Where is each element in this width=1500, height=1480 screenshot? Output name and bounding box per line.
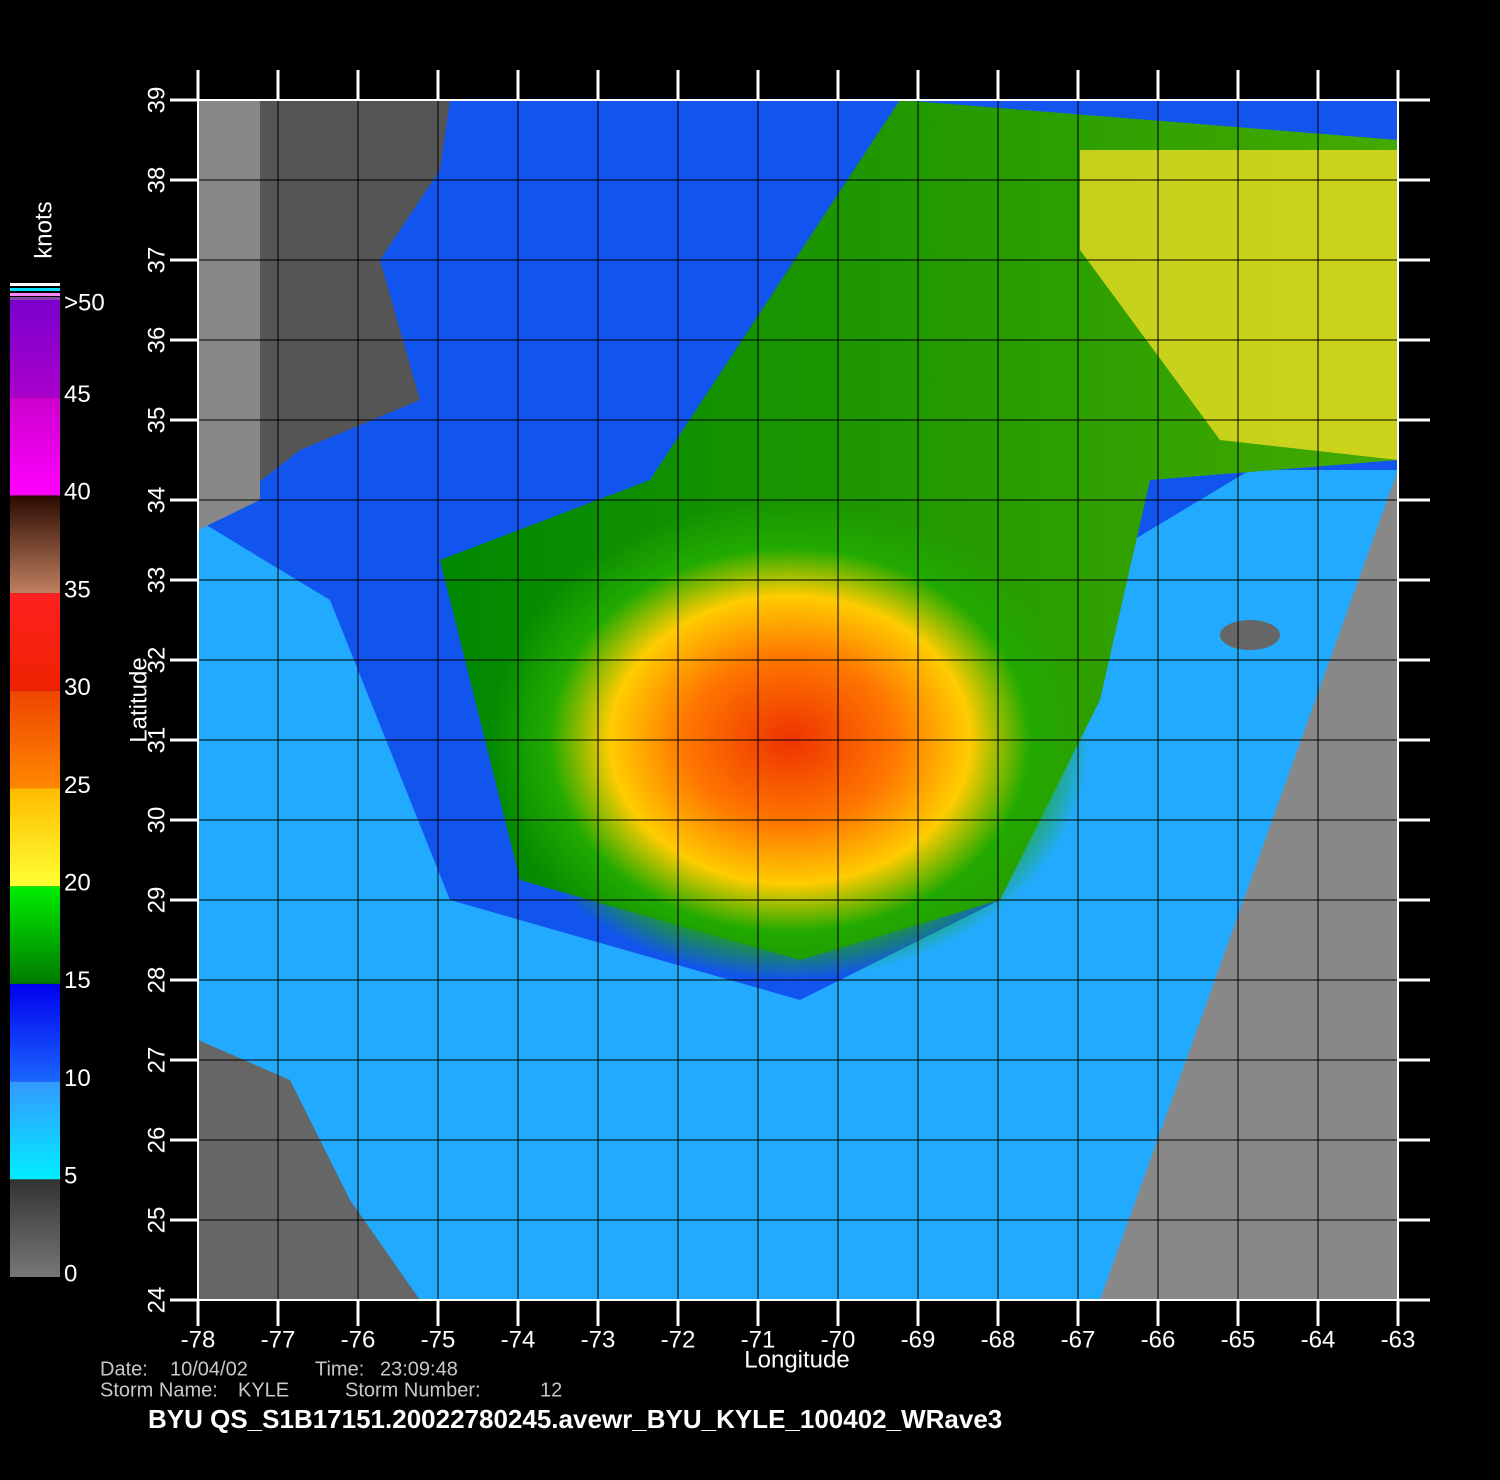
colorbar-label: 15 <box>64 967 91 994</box>
y-tick-label: 35 <box>143 407 170 434</box>
colorbar-segment <box>10 1081 60 1180</box>
x-tick-label: -66 <box>1141 1326 1176 1353</box>
colorbar-segment <box>10 593 60 691</box>
y-tick-label: 34 <box>143 487 170 514</box>
x-tick-label: -72 <box>661 1326 696 1353</box>
x-tick-label: -71 <box>741 1326 776 1353</box>
colorbar-segment <box>10 690 60 789</box>
time: 23:09:48 <box>380 1358 458 1380</box>
date: 10/04/02 <box>170 1358 248 1380</box>
land <box>198 100 450 530</box>
colorbar-segment <box>10 983 60 1082</box>
time-label: Time: <box>315 1358 364 1380</box>
colorbar-cap <box>10 297 60 300</box>
y-tick-label: 29 <box>143 887 170 914</box>
plot-frame <box>197 99 1399 1301</box>
colorbar-label: 5 <box>64 1163 77 1190</box>
colorbar-label: 30 <box>64 674 91 701</box>
y-tick-label: 24 <box>143 1287 170 1314</box>
y-tick-label: 36 <box>143 327 170 354</box>
y-axis-label: Latitude <box>125 657 152 742</box>
x-tick-label: -65 <box>1221 1326 1256 1353</box>
x-tick-label: -63 <box>1381 1326 1416 1353</box>
x-tick-label: -78 <box>181 1326 216 1353</box>
y-tick-label: 38 <box>143 167 170 194</box>
colorbar-label: 20 <box>64 870 91 897</box>
y-tick-label: 31 <box>143 727 170 754</box>
colorbar-cap <box>10 288 60 291</box>
x-tick-label: -74 <box>501 1326 536 1353</box>
x-tick-label: -75 <box>421 1326 456 1353</box>
y-tick-label: 25 <box>143 1207 170 1234</box>
x-tick-label: -76 <box>341 1326 376 1353</box>
y-tick-label: 37 <box>143 247 170 274</box>
wind-field <box>198 100 1398 1300</box>
colorbar-segment <box>10 300 60 398</box>
colorbar-cap <box>10 283 60 286</box>
product-title: BYU QS_S1B17151.20022780245.avewr_BYU_KY… <box>148 1404 1002 1434</box>
y-tick-label: 27 <box>143 1047 170 1074</box>
colorbar-label: >50 <box>64 289 105 316</box>
x-tick-label: -70 <box>821 1326 856 1353</box>
island <box>1220 620 1280 650</box>
colorbar-segment <box>10 886 60 984</box>
x-tick-label: -73 <box>581 1326 616 1353</box>
storm-number: 12 <box>540 1379 562 1401</box>
y-tick-label: 39 <box>143 87 170 114</box>
x-tick-label: -77 <box>261 1326 296 1353</box>
colorbar-segment <box>10 495 60 594</box>
colorbar-segment <box>10 788 60 887</box>
y-tick-label: 30 <box>143 807 170 834</box>
x-axis-label: Longitude <box>744 1346 849 1373</box>
land-edge <box>198 100 260 530</box>
colorbar-segment <box>10 397 60 496</box>
colorbar-label: 25 <box>64 772 91 799</box>
storm-name: KYLE <box>238 1379 289 1401</box>
colorbar-label: 35 <box>64 576 91 603</box>
colorbar-label: 10 <box>64 1065 91 1092</box>
storm-number-label: Storm Number: <box>345 1379 481 1401</box>
colorbar-label: 40 <box>64 479 91 506</box>
y-tick-label: 26 <box>143 1127 170 1154</box>
x-tick-label: -67 <box>1061 1326 1096 1353</box>
colorbar-cap <box>10 293 60 296</box>
colorbar-label: 45 <box>64 381 91 408</box>
colorbar-segment <box>10 1179 60 1277</box>
y-tick-label: 33 <box>143 567 170 594</box>
y-tick-label: 28 <box>143 967 170 994</box>
colorbar-unit: knots <box>30 201 57 258</box>
no-data <box>1100 470 1398 1300</box>
colorbar-label: 0 <box>64 1260 77 1287</box>
storm-name-label: Storm Name: <box>100 1379 218 1401</box>
date-label: Date: <box>100 1358 148 1380</box>
x-tick-label: -68 <box>981 1326 1016 1353</box>
x-tick-label: -69 <box>901 1326 936 1353</box>
y-tick-label: 32 <box>143 647 170 674</box>
x-tick-label: -64 <box>1301 1326 1336 1353</box>
land <box>198 1040 420 1300</box>
